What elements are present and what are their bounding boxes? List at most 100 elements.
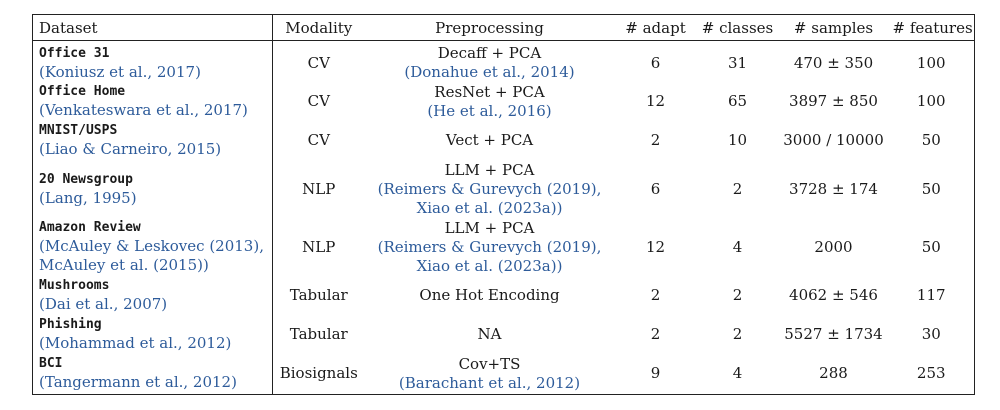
classes-cell: 4 [732,364,743,383]
adapt-cell: 12 [645,92,666,110]
classes-cell: 2 [732,179,743,198]
preprocessing-method: NA [477,325,502,343]
samples-cell: 2000 [814,237,853,256]
classes-cell: 2 [732,325,743,343]
preprocessing-cell: LLM + PCA (Reimers & Gurevych (2019), Xi… [365,160,615,218]
preprocessing-method: One Hot Encoding [419,286,560,304]
samples-cell: 288 [819,364,848,383]
dataset-cell: Phishing (Mohammad et al., 2012) [32,315,273,354]
dataset-cell: Mushrooms (Dai et al., 2007) [32,276,273,315]
classes-cell: 10 [727,131,748,149]
dataset-cell: Office Home (Venkateswara et al., 2017) [32,82,273,121]
modality-cell: Biosignals [279,364,358,383]
preprocessing-method: Vect + PCA [445,131,534,149]
features-cell: 100 [888,40,975,82]
modality-cell: CV [307,92,330,110]
classes-cell: 31 [727,53,748,72]
classes-cell: 4 [732,237,743,256]
preprocessing-method: ResNet + PCA [434,82,545,101]
modality-cell: CV [307,53,330,72]
modality-cell: CV [307,131,330,149]
dataset-table: Dataset Modality Preprocessing # adapt #… [32,14,975,395]
samples-cell: 3728 ± 174 [789,179,878,198]
dataset-name: MNIST/USPS [39,123,118,138]
samples-cell: 3000 / 10000 [783,131,884,149]
dataset-name: BCI [39,356,63,371]
features-cell: 30 [888,315,975,354]
dataset-name: Amazon Review [39,220,141,235]
adapt-cell: 2 [650,325,661,343]
adapt-cell: 2 [650,286,661,304]
preprocessing-cell: Vect + PCA [365,121,615,160]
modality-cell: NLP [302,179,336,198]
header-modality: Modality [272,14,365,41]
header-adapt: # adapt [614,14,697,41]
preprocessing-method: Decaff + PCA [437,44,542,62]
classes-cell: 65 [727,92,748,110]
adapt-cell: 2 [650,131,661,149]
preprocessing-cell: ResNet + PCA (He et al., 2016) [365,82,615,121]
features-cell: 117 [888,276,975,315]
dataset-cell: Amazon Review (McAuley & Leskovec (2013)… [32,218,273,276]
adapt-cell: 9 [650,364,661,383]
header-classes: # classes [696,14,779,41]
preprocessing-citation[interactable]: (Barachant et al., 2012) [398,373,581,392]
dataset-table-container: Dataset Modality Preprocessing # adapt #… [32,14,975,395]
dataset-citation[interactable]: (Lang, 1995) [39,189,137,207]
features-cell: 50 [888,160,975,218]
adapt-cell: 6 [650,179,661,198]
features-cell: 100 [888,82,975,121]
dataset-name: Office Home [39,84,126,99]
header-features: # features [888,14,975,41]
dataset-name: Mushrooms [39,278,110,293]
preprocessing-cell: LLM + PCA (Reimers & Gurevych (2019), Xi… [365,218,615,276]
preprocessing-citation[interactable]: (Reimers & Gurevych (2019), [377,179,602,198]
samples-cell: 3897 ± 850 [789,92,878,110]
dataset-citation[interactable]: (Dai et al., 2007) [39,295,168,313]
table-row: MNIST/USPS (Liao & Carneiro, 2015) CV Ve… [32,121,975,160]
preprocessing-method: Cov+TS [458,354,521,373]
preprocessing-method: LLM + PCA [444,218,535,237]
header-samples: # samples [778,14,889,41]
samples-cell: 4062 ± 546 [789,286,878,304]
modality-cell: Tabular [289,325,348,343]
header-dataset: Dataset [32,14,273,41]
dataset-citation[interactable]: (Mohammad et al., 2012) [39,334,232,352]
header-preprocessing: Preprocessing [364,14,615,41]
dataset-name: Office 31 [39,46,110,61]
dataset-cell: MNIST/USPS (Liao & Carneiro, 2015) [32,121,273,160]
table-row: Office Home (Venkateswara et al., 2017) … [32,82,975,121]
table-row: Amazon Review (McAuley & Leskovec (2013)… [32,218,975,276]
samples-cell: 470 ± 350 [793,53,874,72]
dataset-cell: Office 31 (Koniusz et al., 2017) [32,40,273,82]
dataset-name: 20 Newsgroup [39,172,133,187]
preprocessing-cell: NA [365,315,615,354]
modality-cell: Tabular [289,286,348,304]
dataset-name: Phishing [39,317,102,332]
dataset-cell: BCI (Tangermann et al., 2012) [32,354,273,394]
preprocessing-citation[interactable]: (He et al., 2016) [427,101,552,120]
table-row: BCI (Tangermann et al., 2012) Biosignals… [32,354,975,394]
dataset-citation[interactable]: McAuley et al. (2015)) [39,256,209,274]
dataset-citation[interactable]: (Koniusz et al., 2017) [39,63,201,81]
adapt-cell: 6 [650,53,661,72]
preprocessing-citation[interactable]: (Reimers & Gurevych (2019), [377,237,602,256]
preprocessing-citation[interactable]: (Donahue et al., 2014) [404,63,575,81]
header-row: Dataset Modality Preprocessing # adapt #… [32,14,975,41]
preprocessing-citation[interactable]: Xiao et al. (2023a)) [416,256,563,275]
dataset-citation[interactable]: (Venkateswara et al., 2017) [39,101,248,119]
preprocessing-cell: One Hot Encoding [365,276,615,315]
table-row: Office 31 (Koniusz et al., 2017) CV Deca… [32,40,975,83]
preprocessing-cell: Cov+TS (Barachant et al., 2012) [365,354,615,394]
preprocessing-cell: Decaff + PCA (Donahue et al., 2014) [365,41,615,83]
features-cell: 50 [888,218,975,276]
dataset-cell: 20 Newsgroup (Lang, 1995) [32,160,273,218]
table-row: 20 Newsgroup (Lang, 1995) NLP LLM + PCA … [32,160,975,218]
adapt-cell: 12 [645,237,666,256]
classes-cell: 2 [732,286,743,304]
dataset-citation[interactable]: (Liao & Carneiro, 2015) [39,140,222,158]
dataset-citation[interactable]: (Tangermann et al., 2012) [39,373,237,391]
dataset-citation[interactable]: (McAuley & Leskovec (2013), [39,237,264,255]
features-cell: 50 [888,121,975,160]
preprocessing-citation[interactable]: Xiao et al. (2023a)) [416,198,563,217]
